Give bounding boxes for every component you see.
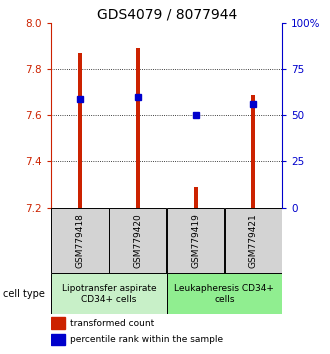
- FancyBboxPatch shape: [51, 273, 167, 314]
- Text: GSM779420: GSM779420: [133, 213, 142, 268]
- Text: transformed count: transformed count: [70, 319, 154, 328]
- Bar: [251, 95, 255, 207]
- Text: Leukapheresis CD34+
cells: Leukapheresis CD34+ cells: [175, 284, 274, 304]
- FancyBboxPatch shape: [167, 273, 282, 314]
- Bar: [193, 187, 198, 207]
- Text: Lipotransfer aspirate
CD34+ cells: Lipotransfer aspirate CD34+ cells: [62, 284, 156, 304]
- Text: percentile rank within the sample: percentile rank within the sample: [70, 335, 223, 344]
- FancyBboxPatch shape: [225, 207, 282, 273]
- Bar: [51, 334, 65, 345]
- Title: GDS4079 / 8077944: GDS4079 / 8077944: [96, 8, 237, 22]
- Text: GSM779421: GSM779421: [249, 213, 258, 268]
- Text: GSM779419: GSM779419: [191, 213, 200, 268]
- FancyBboxPatch shape: [51, 207, 109, 273]
- FancyBboxPatch shape: [167, 207, 224, 273]
- FancyBboxPatch shape: [109, 207, 166, 273]
- Bar: [136, 48, 140, 207]
- Text: cell type: cell type: [3, 289, 45, 299]
- Bar: [51, 318, 65, 329]
- Bar: [78, 53, 82, 207]
- Text: GSM779418: GSM779418: [76, 213, 84, 268]
